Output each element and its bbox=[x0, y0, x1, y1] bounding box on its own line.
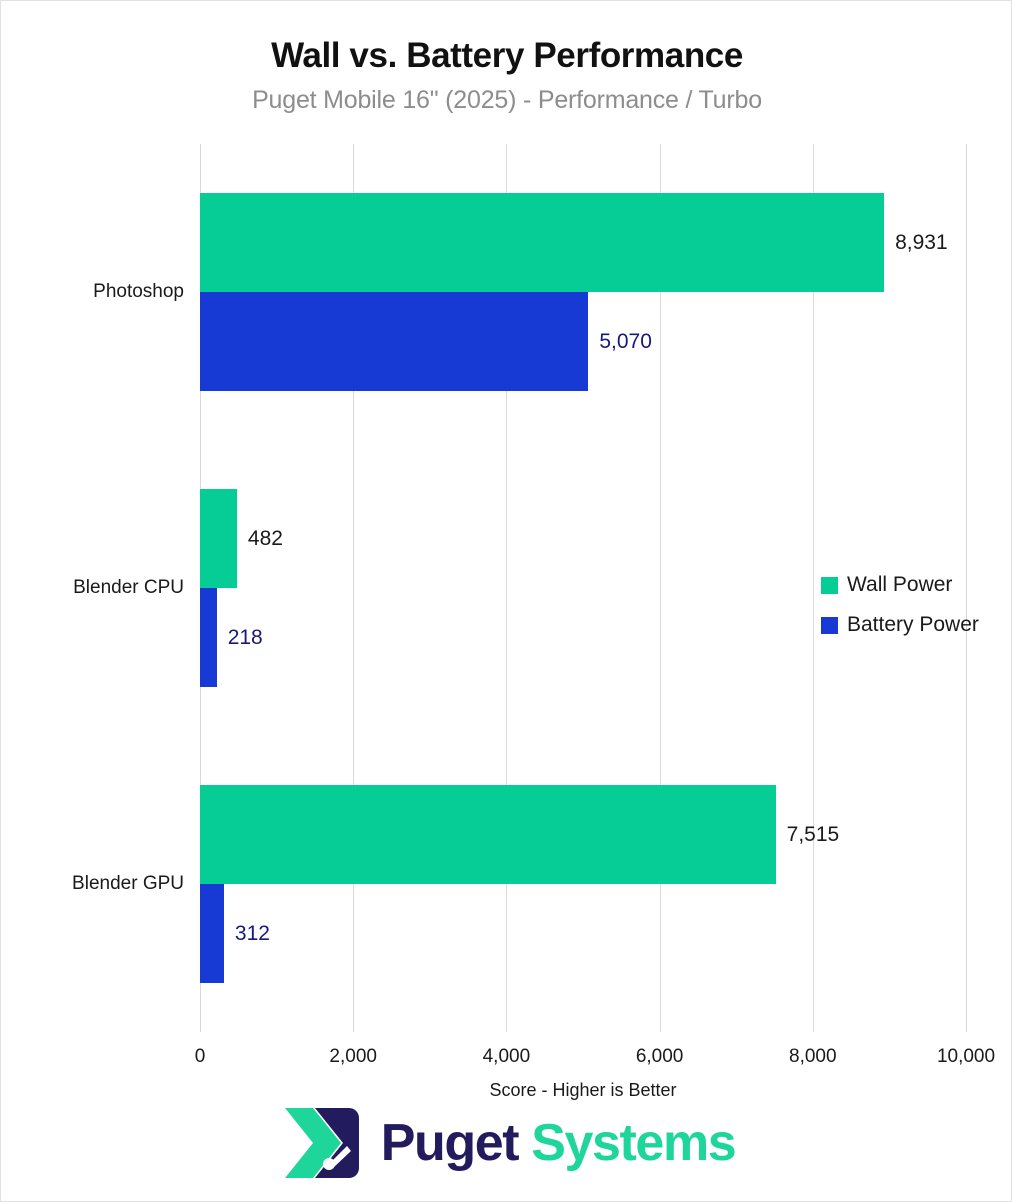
x-tick-label: 10,000 bbox=[936, 1046, 996, 1067]
x-tick-label: 8,000 bbox=[789, 1046, 837, 1067]
category-label-photoshop: Photoshop bbox=[93, 281, 184, 302]
gridline bbox=[506, 144, 508, 1032]
bar-value-label: 5,070 bbox=[599, 330, 652, 353]
bar-wall-power-blender-gpu bbox=[200, 785, 776, 884]
legend-item[interactable]: Battery Power bbox=[821, 605, 1001, 645]
logo-wordmark: Puget Systems bbox=[380, 1114, 737, 1172]
bar-battery-power-blender-gpu bbox=[200, 884, 224, 983]
plot-area: 8,931 5,070 482 218 7,515 312 bbox=[200, 144, 967, 1032]
bar-battery-power-photoshop bbox=[200, 292, 589, 391]
title-block: Wall vs. Battery Performance Puget Mobil… bbox=[1, 35, 1011, 117]
puget-systems-logo: Puget Systems bbox=[1, 1106, 1011, 1180]
gridline bbox=[659, 144, 661, 1032]
logo-word-systems: Systems bbox=[518, 1114, 737, 1172]
bar-value-label: 8,931 bbox=[895, 231, 948, 254]
x-axis-title: Score - Higher is Better bbox=[489, 1080, 677, 1100]
x-axis-ticks: 0 2,000 4,000 6,000 8,000 10,000 bbox=[1, 1032, 1011, 1072]
legend-swatch-icon bbox=[821, 576, 838, 594]
bar-wall-power-photoshop bbox=[200, 193, 885, 292]
bar-value-label: 7,515 bbox=[786, 823, 840, 846]
category-axis-labels: Photoshop Blender CPU Blender GPU bbox=[1, 144, 184, 1032]
puget-chevron-mark-icon bbox=[284, 1108, 359, 1178]
logo-word-puget: Puget bbox=[380, 1114, 520, 1172]
chart-title: Wall vs. Battery Performance bbox=[271, 36, 743, 75]
x-tick-label: 6,000 bbox=[635, 1046, 684, 1067]
gridline bbox=[966, 144, 967, 1032]
category-label-blender-gpu: Blender GPU bbox=[72, 873, 184, 894]
legend-item[interactable]: Wall Power bbox=[821, 565, 1001, 605]
bar-value-label: 312 bbox=[234, 922, 270, 945]
legend-swatch-icon bbox=[821, 616, 838, 634]
bar-value-label: 218 bbox=[227, 626, 263, 649]
chart-subtitle: Puget Mobile 16" (2025) - Performance / … bbox=[252, 86, 762, 114]
legend-label: Wall Power bbox=[847, 573, 953, 596]
gridline bbox=[353, 144, 355, 1032]
category-label-blender-cpu: Blender CPU bbox=[73, 577, 184, 598]
bar-battery-power-blender-cpu bbox=[200, 588, 217, 687]
bar-value-label: 482 bbox=[247, 527, 283, 550]
legend-label: Battery Power bbox=[847, 613, 979, 636]
chart-legend: Wall Power Battery Power bbox=[821, 565, 1001, 645]
x-tick-label: 2,000 bbox=[329, 1046, 377, 1067]
x-tick-label: 0 bbox=[194, 1046, 206, 1067]
bar-wall-power-blender-cpu bbox=[200, 489, 237, 588]
gridline bbox=[812, 144, 814, 1032]
x-tick-label: 4,000 bbox=[482, 1046, 531, 1067]
